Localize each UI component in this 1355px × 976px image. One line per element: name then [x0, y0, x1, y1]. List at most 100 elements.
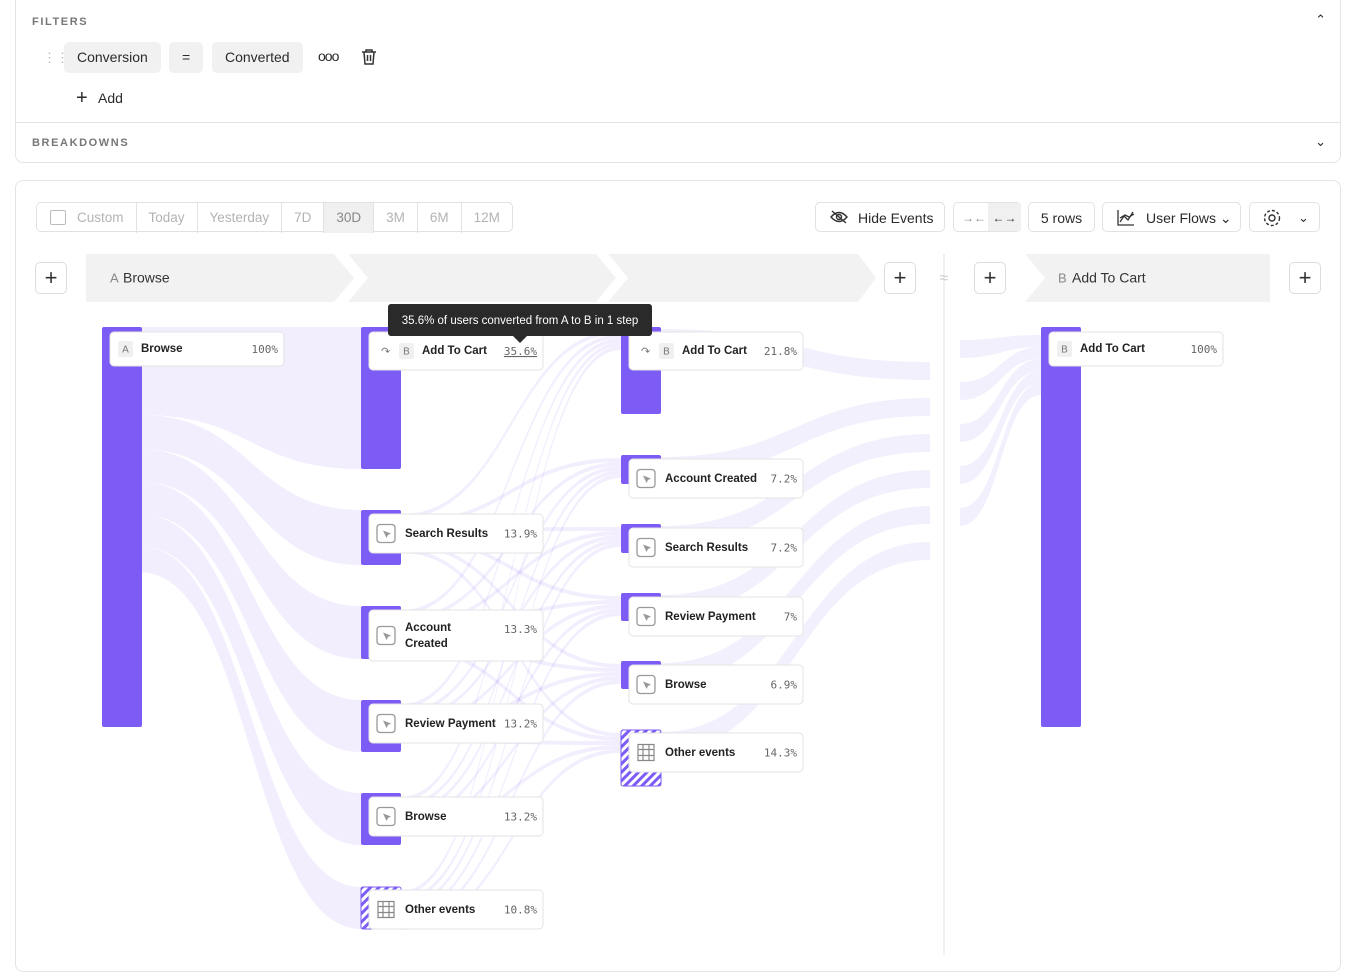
range-option[interactable]: 3M: [374, 203, 418, 233]
node-card[interactable]: [368, 703, 544, 744]
range-option[interactable]: 30D: [324, 203, 375, 233]
node-card[interactable]: [368, 796, 544, 837]
node-label: Account Created: [665, 472, 758, 485]
letter-badge: [118, 341, 133, 357]
node-card[interactable]: [628, 596, 804, 637]
delete-button[interactable]: [360, 48, 378, 66]
node-label-box: Review Payment: [665, 610, 756, 623]
tooltip-text: 35.6% of users converted from A to B in …: [402, 315, 639, 327]
range-option[interactable]: Yesterday: [198, 203, 283, 233]
node-label: Search Results: [405, 527, 489, 540]
flow: [960, 347, 1041, 400]
view-select[interactable]: User Flows ⌄: [1102, 202, 1241, 232]
node-label-box: Add To Cart: [1080, 343, 1145, 355]
node-label: Add To Cart: [1080, 343, 1145, 355]
node-bar: [102, 327, 142, 727]
divider: [16, 122, 1340, 123]
step-band: [348, 254, 616, 302]
step-label: Browse: [123, 270, 170, 286]
grid-icon: [377, 900, 395, 919]
node-label: Search Results: [665, 541, 749, 554]
add-step[interactable]: +: [1289, 262, 1321, 294]
date-range: Custom Today Yesterday 7D 30D 3M 6M 12M: [36, 202, 513, 233]
cursor-icon: [643, 544, 651, 552]
node-card[interactable]: [368, 889, 544, 930]
node-card[interactable]: [628, 331, 804, 371]
node-pct: 100%: [252, 343, 279, 356]
node-label-box: Add To Cart: [682, 345, 747, 357]
node-card[interactable]: [628, 527, 804, 568]
range-option[interactable]: 6M: [418, 203, 462, 233]
hide-events-label: Hide Events: [858, 210, 934, 226]
node-card[interactable]: [628, 732, 804, 773]
filter-operator[interactable]: =: [169, 42, 204, 73]
view-label: User Flows: [1146, 210, 1217, 226]
node-label: Add To Cart: [422, 345, 487, 357]
node-label-box: Browse: [141, 343, 183, 355]
flow: [401, 539, 621, 815]
node-card[interactable]: [109, 331, 285, 367]
cursor-icon: [383, 530, 391, 538]
node-pct: 7%: [784, 611, 798, 624]
node-label-box: Account Created: [405, 622, 451, 650]
filter-field[interactable]: Conversion: [64, 42, 161, 73]
node-card[interactable]: [628, 458, 804, 499]
gap-icon: ≈: [940, 270, 949, 287]
add-step[interactable]: +: [884, 262, 916, 294]
range-option[interactable]: Today: [137, 203, 198, 233]
eye-icon: [830, 210, 848, 224]
node-label-box: Other events: [665, 746, 736, 759]
collapse-icon[interactable]: ⌃: [1315, 12, 1326, 27]
tooltip: 35.6% of users converted from A to B in …: [388, 304, 652, 343]
step-label: Add To Cart: [1072, 270, 1146, 286]
node-pct: 21.8%: [764, 345, 797, 358]
node-card[interactable]: [628, 664, 804, 705]
filter-value[interactable]: Converted: [212, 42, 303, 73]
flow: [960, 371, 1041, 484]
flow: [141, 514, 361, 845]
range-option[interactable]: 7D: [282, 203, 325, 233]
node-pct: 14.3%: [764, 747, 797, 760]
node-pct: 7.2%: [771, 542, 798, 555]
grid-icon: [637, 743, 655, 762]
node-pct: 13.9%: [504, 528, 537, 541]
node-label: Review Payment: [405, 717, 496, 730]
add-filter[interactable]: Add: [98, 90, 123, 106]
cursor-icon: [383, 720, 391, 728]
collapse-toggle[interactable]: →← ←→: [953, 202, 1021, 232]
cursor-icon: [643, 613, 651, 621]
more-button[interactable]: ooo: [318, 48, 339, 64]
range-option[interactable]: 12M: [473, 210, 500, 225]
flow: [401, 330, 621, 518]
node-card[interactable]: [368, 609, 544, 662]
node-card[interactable]: [1048, 331, 1224, 367]
node-bar: [1041, 327, 1081, 727]
hide-events[interactable]: Hide Events: [815, 202, 945, 232]
node-label: Review Payment: [665, 610, 756, 623]
settings[interactable]: ⌄: [1249, 202, 1320, 232]
add-icon[interactable]: +: [76, 87, 88, 109]
drag-handle[interactable]: ⋮⋮: [43, 50, 69, 65]
node-pct: 13.3%: [504, 623, 537, 636]
node-label: Other events: [665, 746, 736, 759]
node-card[interactable]: [368, 513, 544, 554]
range-option[interactable]: Custom: [37, 203, 137, 233]
rows-select[interactable]: 5 rows: [1028, 202, 1095, 232]
expand-icon[interactable]: ⌄: [1315, 134, 1326, 149]
flow: [401, 749, 621, 930]
node-letter: B: [1061, 345, 1068, 356]
cursor-icon: [383, 632, 391, 640]
flow: [401, 676, 621, 829]
flow: [401, 745, 621, 836]
flow: [401, 531, 621, 628]
node-pct: 100%: [1191, 343, 1218, 356]
step-band: [1025, 254, 1270, 302]
node-label-box: Review Payment: [405, 717, 496, 730]
flow: [960, 335, 1041, 358]
flow: [401, 334, 621, 614]
add-step[interactable]: +: [974, 262, 1006, 294]
node-pct: 13.2%: [504, 718, 537, 731]
add-step[interactable]: +: [35, 262, 67, 294]
node-pct: 13.2%: [504, 811, 537, 824]
